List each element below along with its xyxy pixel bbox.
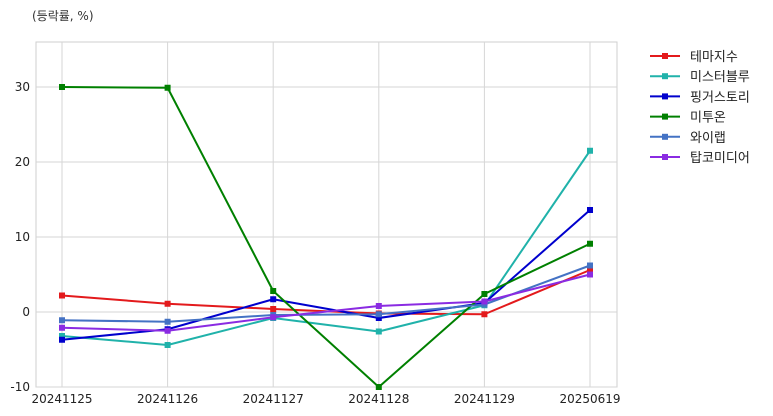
data-point — [375, 328, 382, 335]
data-point — [164, 300, 171, 307]
unit-label: (등락률, %) — [32, 9, 94, 23]
plot-frame — [35, 41, 618, 388]
legend-swatch-marker — [662, 73, 668, 80]
data-point — [587, 207, 593, 213]
data-point — [587, 240, 593, 247]
data-point — [375, 384, 382, 390]
data-point — [481, 291, 488, 297]
series-line — [61, 209, 591, 341]
data-point — [59, 324, 65, 331]
y-tick-label: 0 — [22, 305, 30, 319]
legend-swatch-marker — [662, 53, 668, 59]
x-tick-label: 20241128 — [348, 392, 409, 406]
data-point — [587, 271, 593, 278]
series-group — [59, 267, 593, 318]
legend-swatch-marker — [662, 133, 668, 140]
data-point — [164, 342, 171, 348]
data-point — [164, 84, 171, 91]
legend-label: 핑거스토리 — [690, 90, 750, 105]
legend-swatch-marker — [662, 113, 668, 120]
series-group — [59, 147, 593, 348]
data-point — [164, 327, 171, 334]
data-point — [587, 267, 593, 273]
data-point — [59, 292, 65, 299]
data-point — [481, 311, 488, 318]
legend-entry: 탑코미디어 — [650, 151, 750, 166]
series-line — [61, 273, 591, 332]
data-point — [375, 311, 382, 318]
x-tick-label: 20241129 — [454, 392, 515, 406]
legend-label: 미투온 — [690, 111, 726, 126]
series-line — [61, 150, 591, 346]
data-point — [375, 315, 382, 321]
data-point — [270, 314, 277, 321]
axes: -10 0 10 20 30 20241125 20241126 20241127 202411… — [10, 80, 620, 406]
y-tick-label: 20 — [15, 155, 30, 169]
legend-label: 와이랩 — [690, 131, 726, 146]
legend-label: 탑코미디어 — [690, 151, 750, 166]
data-point — [587, 262, 593, 269]
x-tick-label: 20241125 — [31, 392, 92, 406]
legend-entry: 핑거스토리 — [650, 90, 750, 105]
data-point — [481, 298, 488, 305]
legend-entry: 와이랩 — [650, 131, 726, 146]
data-point — [375, 303, 382, 309]
legend-swatch-marker — [662, 154, 668, 160]
legend-swatch-marker — [662, 93, 668, 100]
y-tick-label: 10 — [15, 230, 30, 244]
data-point — [59, 336, 65, 343]
data-point — [59, 333, 65, 339]
series-line — [61, 264, 591, 323]
legend-entry: 테마지수 — [650, 50, 738, 65]
legend-label: 테마지수 — [690, 50, 738, 65]
y-tick-label: 30 — [15, 80, 30, 94]
grid — [35, 41, 618, 388]
data-point — [59, 84, 65, 90]
data-point — [59, 317, 65, 324]
legend-label: 미스터블루 — [690, 70, 750, 85]
x-tick-label: 20250619 — [559, 392, 620, 406]
series-group — [59, 84, 593, 390]
data-point — [164, 318, 171, 325]
x-tick-label: 20241127 — [243, 392, 304, 406]
data-point — [587, 147, 593, 154]
series-line — [61, 86, 591, 388]
data-point — [270, 296, 277, 303]
x-tick-label: 20241126 — [137, 392, 198, 406]
series-group — [59, 271, 593, 334]
series-lines — [59, 84, 593, 390]
legend-entry: 미스터블루 — [650, 70, 750, 85]
legend-entry: 미투온 — [650, 111, 726, 126]
y-tick-label: -10 — [10, 380, 30, 394]
data-point — [270, 288, 277, 294]
data-point — [270, 306, 277, 312]
series-group — [59, 207, 593, 343]
